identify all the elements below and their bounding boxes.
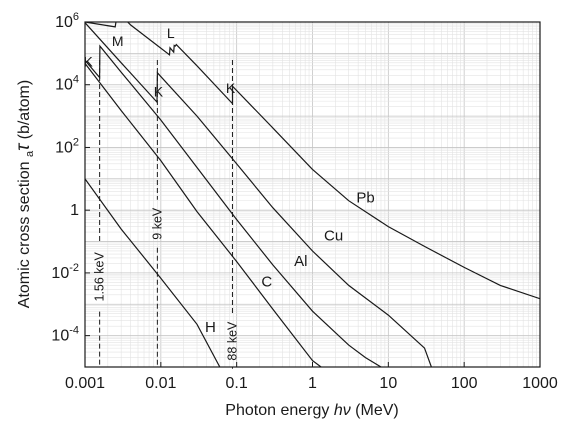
y-tick-mantissa: 10 xyxy=(55,77,73,94)
x-tick-label: 0.1 xyxy=(226,375,248,392)
series-labels: H C Al Cu Pb xyxy=(205,190,375,337)
x-tick-label: 10 xyxy=(379,375,397,392)
x-axis-title-main: Photon energy xyxy=(225,402,334,419)
x-tick-label: 100 xyxy=(451,375,478,392)
x-axis-title: Photon energy hν (MeV) xyxy=(225,402,398,419)
edge-label: K xyxy=(83,54,93,70)
y-axis-title: Atomic cross section aτ (b/atom) xyxy=(13,80,36,308)
x-tick-label: 1 xyxy=(308,375,317,392)
series-line-h xyxy=(85,178,221,367)
y-tick-label: 104 xyxy=(55,74,79,94)
y-axis-title-symbol: τ xyxy=(13,142,34,151)
y-tick-label: 10-4 xyxy=(51,325,79,345)
marker-label: 1.56 keV xyxy=(93,251,107,301)
series-group xyxy=(85,22,540,367)
edge-label: K xyxy=(226,80,236,96)
marker-label: 9 keV xyxy=(150,207,164,240)
y-tick-label: 10-2 xyxy=(51,262,79,282)
series-label-al: Al xyxy=(294,253,307,270)
x-tick-label: 0.001 xyxy=(65,375,105,392)
y-tick-mantissa: 10 xyxy=(51,265,69,282)
x-axis-ticks: 0.001 0.01 0.1 1 10 100 1000 xyxy=(65,362,558,392)
edge-labels: M L K K K xyxy=(83,25,235,100)
edge-label: K xyxy=(154,84,164,100)
y-axis-title-main: Atomic cross section xyxy=(16,157,33,308)
y-tick-exponent: 4 xyxy=(73,74,79,86)
series-label-pb: Pb xyxy=(356,190,374,207)
y-tick-exponent: -4 xyxy=(69,325,79,337)
y-tick-exponent: 6 xyxy=(73,11,79,23)
marker-label: 88 keV xyxy=(225,321,239,361)
x-tick-label: 1000 xyxy=(522,375,558,392)
y-tick-mantissa: 10 xyxy=(55,14,73,31)
y-tick-mantissa: 10 xyxy=(55,139,73,156)
y-tick-mantissa: 10 xyxy=(51,328,69,345)
y-tick-label: 1 xyxy=(70,202,79,219)
series-line-c xyxy=(85,63,322,367)
y-tick-label: 106 xyxy=(55,11,79,31)
x-tick-label: 0.01 xyxy=(145,375,176,392)
y-axis-title-subscript: a xyxy=(24,150,36,157)
y-axis-title-unit: (b/atom) xyxy=(16,80,33,144)
y-tick-exponent: -2 xyxy=(69,262,79,274)
x-axis-title-symbol: hν xyxy=(334,402,351,419)
series-line-al xyxy=(85,44,382,367)
series-label-cu: Cu xyxy=(324,227,343,244)
series-label-c: C xyxy=(261,273,272,290)
grid xyxy=(85,22,540,367)
y-tick-label: 102 xyxy=(55,136,79,156)
edge-label: L xyxy=(167,25,175,41)
x-axis-title-unit: (MeV) xyxy=(351,402,399,419)
y-tick-exponent: 2 xyxy=(73,136,79,148)
y-tick-mantissa: 1 xyxy=(70,202,79,219)
series-line-cu xyxy=(85,22,432,367)
edge-label: M xyxy=(112,33,124,49)
series-line-pb xyxy=(85,22,540,300)
series-label-h: H xyxy=(205,319,216,336)
